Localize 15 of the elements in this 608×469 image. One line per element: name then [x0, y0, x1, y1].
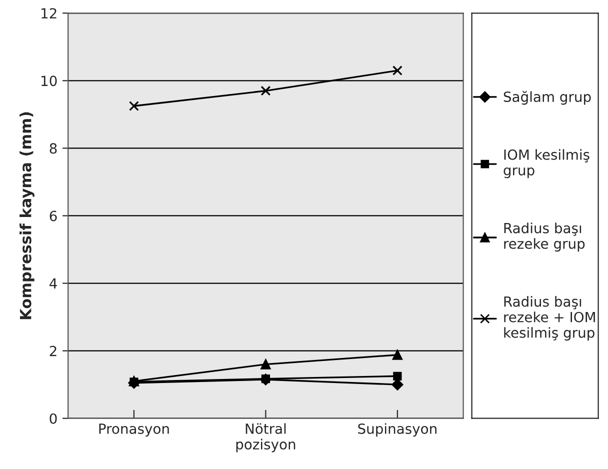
x-tick-label: Pronasyon [99, 424, 169, 437]
y-tick-label: 6 [50, 210, 57, 222]
x-tick-label: Supinasyon [358, 423, 436, 437]
legend-label: Radius başı rezeke + IOM kesilmiş grup [504, 296, 595, 341]
y-tick-label: 8 [50, 143, 57, 154]
legend-label: Radius başı rezeke grup [504, 222, 585, 252]
legend-label: Sağlam grup [504, 90, 591, 105]
y-tick-label: 12 [42, 8, 56, 18]
x-tick-label: Nötral pozisyon [236, 423, 296, 452]
y-tick-label: 0 [50, 413, 57, 424]
legend-label: IOM kesilmiş grup [504, 149, 590, 178]
y-tick-label: 10 [42, 76, 57, 86]
y-axis-title: Kompressif kayma (mm) [20, 112, 34, 320]
y-tick-label: 4 [50, 278, 57, 289]
y-tick-label: 2 [50, 346, 56, 356]
